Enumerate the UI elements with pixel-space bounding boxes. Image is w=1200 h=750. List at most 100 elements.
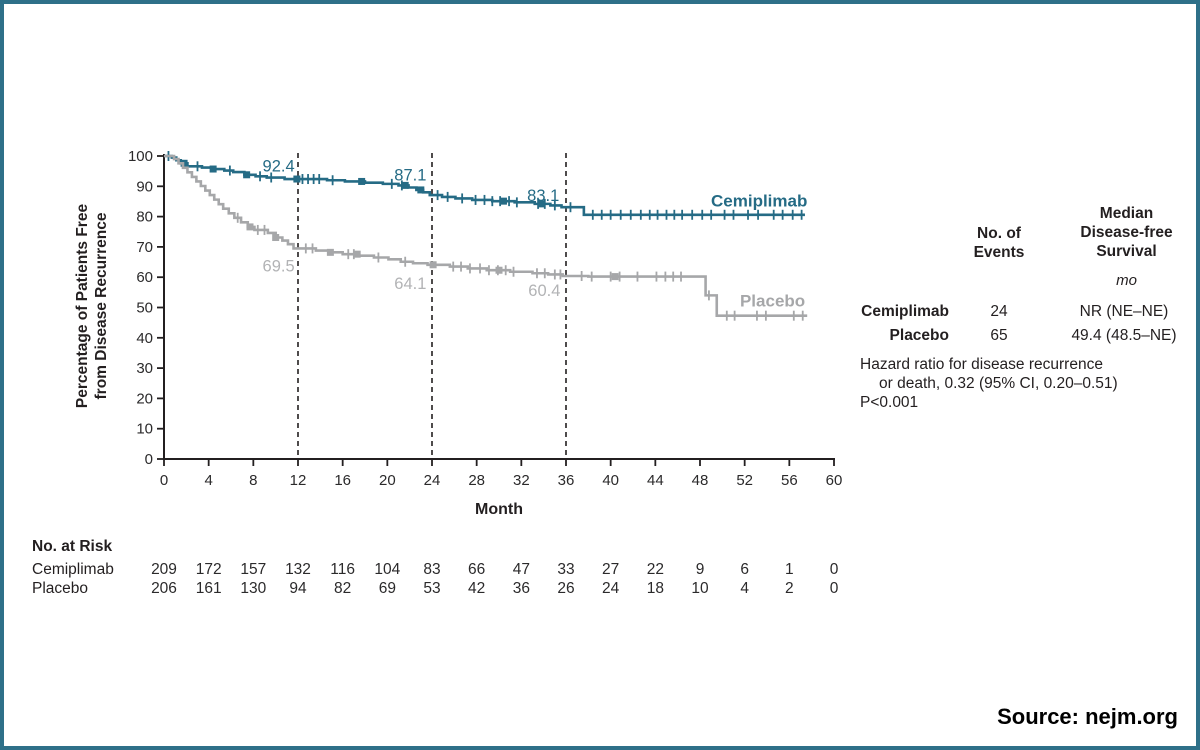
risk-count-placebo: 130 [240, 580, 266, 597]
stats-header-median-line3: Survival [1096, 243, 1157, 260]
hazard-line3: P<0.001 [860, 394, 919, 411]
risk-count-placebo: 36 [513, 580, 530, 597]
risk-count-placebo: 53 [423, 580, 440, 597]
y-tick-label: 70 [136, 239, 153, 256]
risk-count-cemiplimab: 1 [785, 561, 794, 578]
risk-count-placebo: 42 [468, 580, 485, 597]
hazard-line1: Hazard ratio for disease recurrence [860, 356, 1103, 373]
risk-count-cemiplimab: 27 [602, 561, 619, 578]
y-tick-label: 100 [128, 148, 153, 165]
value-annotation-placebo: 60.4 [528, 282, 560, 300]
x-tick-label: 56 [781, 472, 798, 489]
risk-count-placebo: 82 [334, 580, 351, 597]
risk-count-cemiplimab: 157 [240, 561, 266, 578]
risk-count-cemiplimab: 9 [696, 561, 705, 578]
risk-count-cemiplimab: 66 [468, 561, 485, 578]
risk-row-label-cemiplimab: Cemiplimab [32, 561, 114, 578]
value-annotation-cemiplimab: 92.4 [263, 158, 295, 176]
stats-header-events: No. of Events [959, 224, 1039, 262]
y-tick-label: 50 [136, 300, 153, 317]
stats-row-median-cemiplimab: NR (NE–NE) [1079, 303, 1169, 320]
stats-row-label-cemiplimab: Cemiplimab [861, 303, 949, 320]
stats-row-label-placebo: Placebo [889, 327, 949, 344]
x-tick-label: 52 [736, 472, 753, 489]
censor-square-cemiplimab [358, 177, 366, 185]
y-tick-label: 30 [136, 360, 153, 377]
risk-count-cemiplimab: 116 [330, 561, 355, 578]
source-note: Source: nejm.org [997, 704, 1178, 729]
risk-row-label-placebo: Placebo [32, 580, 89, 597]
risk-count-placebo: 24 [602, 580, 620, 597]
risk-count-placebo: 18 [647, 580, 664, 597]
y-tick-label: 0 [145, 451, 153, 468]
x-axis-title: Month [475, 501, 523, 518]
risk-count-placebo: 2 [785, 580, 794, 597]
x-tick-label: 32 [513, 472, 530, 489]
censor-square-cemiplimab [499, 197, 507, 205]
y-axis-title: Percentage of Patients Free from Disease… [73, 204, 111, 408]
y-tick-label: 40 [136, 330, 153, 347]
x-tick-label: 44 [647, 472, 664, 489]
risk-count-cemiplimab: 6 [740, 561, 749, 578]
stats-row-events-placebo: 65 [990, 327, 1008, 344]
y-tick-label: 90 [136, 178, 153, 195]
risk-count-placebo: 0 [830, 580, 839, 597]
survival-curve-cemiplimab [164, 154, 805, 217]
censor-square-cemiplimab [243, 171, 251, 179]
x-tick-label: 8 [249, 472, 257, 489]
x-tick-label: 40 [602, 472, 619, 489]
value-annotation-cemiplimab: 83.1 [527, 187, 559, 205]
x-tick-label: 0 [160, 472, 168, 489]
risk-count-cemiplimab: 47 [513, 561, 530, 578]
value-annotation-cemiplimab: 87.1 [394, 167, 426, 185]
x-tick-label: 4 [204, 472, 212, 489]
risk-count-cemiplimab: 33 [557, 561, 574, 578]
risk-table-title: No. at Risk [32, 538, 113, 555]
stats-unit-mo: mo [1116, 272, 1137, 289]
x-tick-label: 24 [424, 472, 441, 489]
censor-square-placebo [353, 250, 361, 258]
risk-count-placebo: 161 [196, 580, 222, 597]
x-tick-label: 16 [334, 472, 351, 489]
x-tick-label: 12 [290, 472, 307, 489]
censor-square-cemiplimab [293, 175, 301, 183]
risk-count-placebo: 26 [557, 580, 574, 597]
stats-row-events-cemiplimab: 24 [990, 303, 1008, 320]
y-tick-label: 20 [136, 390, 153, 407]
censor-square-cemiplimab [537, 200, 545, 208]
risk-count-cemiplimab: 83 [423, 561, 440, 578]
risk-count-placebo: 10 [691, 580, 709, 597]
censor-square-placebo [611, 273, 619, 281]
censor-square-placebo [272, 234, 280, 242]
curve-label-cemiplimab: Cemiplimab [711, 192, 807, 211]
stats-header-events-line1: No. of [977, 225, 1021, 242]
x-tick-label: 28 [468, 472, 485, 489]
censor-square-placebo [429, 261, 437, 269]
risk-count-placebo: 94 [289, 580, 307, 597]
x-tick-label: 36 [558, 472, 575, 489]
curve-label-placebo: Placebo [740, 292, 805, 311]
stats-header-median: Median Disease-free Survival [1049, 204, 1200, 261]
censor-square-placebo [326, 248, 334, 256]
stats-header-median-line2: Disease-free [1080, 224, 1173, 241]
risk-count-placebo: 69 [379, 580, 396, 597]
stats-header-median-line1: Median [1099, 205, 1154, 222]
risk-count-placebo: 206 [151, 580, 177, 597]
risk-count-placebo: 4 [740, 580, 749, 597]
risk-count-cemiplimab: 132 [285, 561, 311, 578]
value-annotation-placebo: 64.1 [394, 275, 426, 293]
risk-count-cemiplimab: 172 [196, 561, 222, 578]
value-annotation-placebo: 69.5 [263, 258, 295, 276]
censor-square-placebo [495, 266, 503, 274]
y-tick-label: 10 [136, 421, 153, 438]
risk-count-cemiplimab: 0 [830, 561, 839, 578]
censor-square-placebo [246, 223, 254, 231]
y-axis-title-line2: from Disease Recurrence [93, 212, 110, 400]
hazard-line2: or death, 0.32 (95% CI, 0.20–0.51) [879, 375, 1118, 392]
risk-count-cemiplimab: 209 [151, 561, 177, 578]
censor-square-cemiplimab [209, 165, 217, 173]
y-tick-label: 80 [136, 209, 153, 226]
stats-row-median-placebo: 49.4 (48.5–NE) [1071, 327, 1177, 344]
